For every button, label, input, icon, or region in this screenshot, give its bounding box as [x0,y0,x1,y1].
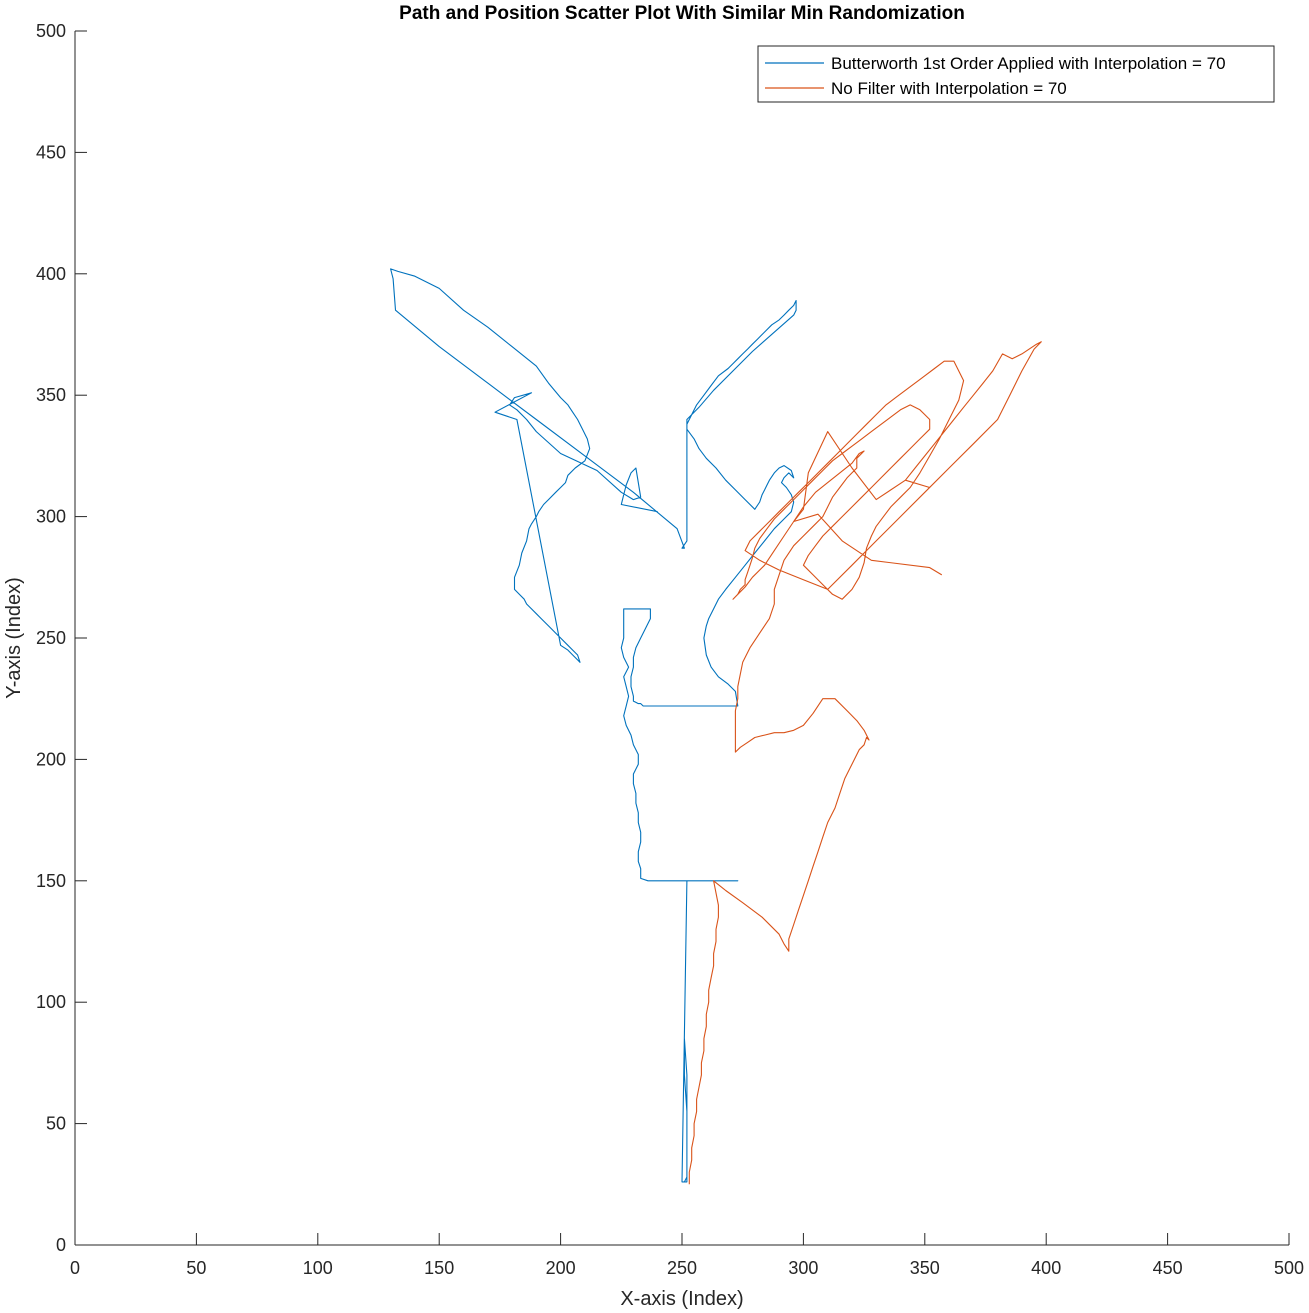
y-tick-label: 450 [36,142,66,162]
axes [74,31,1289,1246]
legend-label-no-filter: No Filter with Interpolation = 70 [831,79,1067,98]
y-tick-label: 250 [36,628,66,648]
x-tick-label: 0 [70,1258,80,1278]
tick-marks [74,30,1290,1246]
x-tick-label: 50 [186,1258,206,1278]
y-tick-label: 100 [36,992,66,1012]
tick-labels: 0 50 100 150 200 250 300 350 400 450 500 0 50 100 150 2… [36,21,1304,1278]
chart-title: Path and Position Scatter Plot With Simi… [399,3,965,24]
y-tick-label: 400 [36,264,66,284]
legend-box [757,45,1275,103]
x-tick-label: 100 [303,1258,333,1278]
x-tick-label: 200 [546,1258,576,1278]
x-tick-label: 300 [788,1258,818,1278]
y-tick-label: 0 [56,1235,66,1255]
x-tick-label: 400 [1031,1258,1061,1278]
legend: Butterworth 1st Order Applied with Inter… [757,45,1275,103]
x-tick-label: 250 [667,1258,697,1278]
x-tick-label: 500 [1274,1258,1304,1278]
y-tick-label: 500 [36,21,66,41]
plot-area [390,268,1042,1185]
y-tick-label: 350 [36,385,66,405]
y-axis-label: Y-axis (Index) [3,577,25,699]
x-tick-label: 450 [1153,1258,1183,1278]
y-tick-label: 50 [46,1114,66,1134]
y-tick-label: 300 [36,507,66,527]
series-butterworth-path [390,268,797,1183]
legend-label-butterworth: Butterworth 1st Order Applied with Inter… [831,54,1226,73]
x-tick-label: 150 [424,1258,454,1278]
y-tick-label: 200 [36,749,66,769]
series-no-filter-path [688,341,1042,1185]
x-axis-label: X-axis (Index) [620,1288,743,1310]
x-tick-label: 350 [910,1258,940,1278]
y-tick-label: 150 [36,871,66,891]
